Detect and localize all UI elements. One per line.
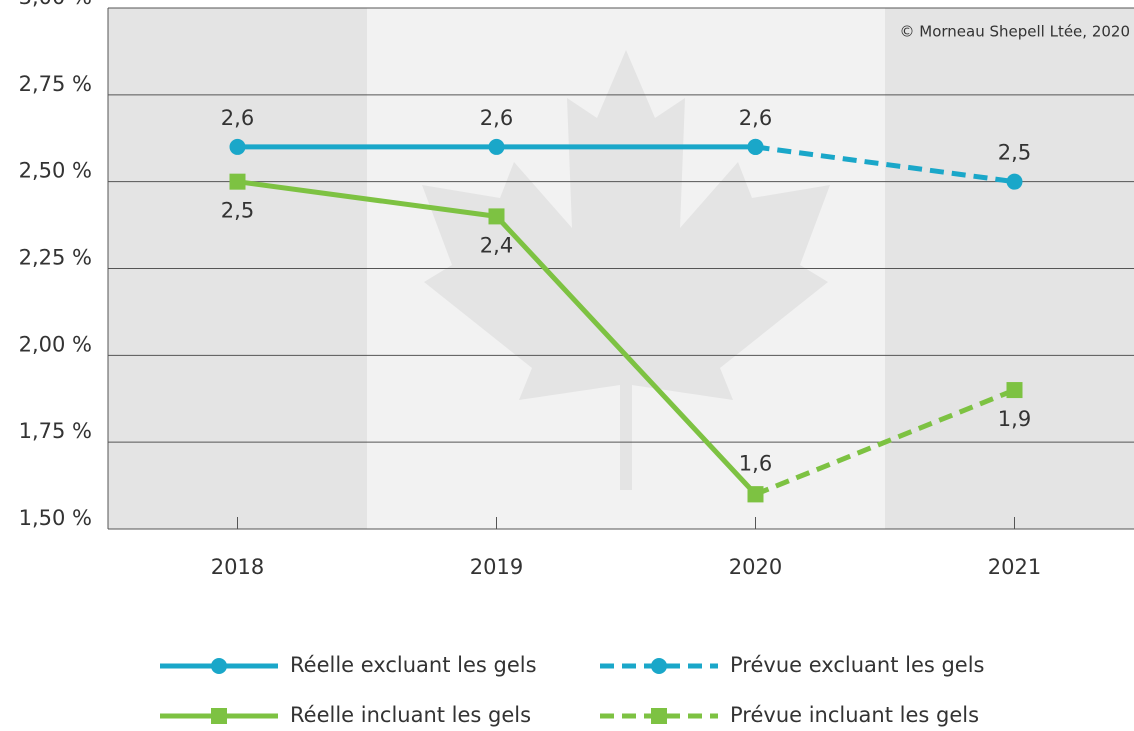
marker bbox=[748, 139, 764, 155]
page: © Morneau Shepell Ltée, 2020 1,50 % 1,75 … bbox=[0, 0, 1134, 731]
data-label: 2,6 bbox=[221, 106, 254, 130]
marker bbox=[230, 139, 246, 155]
copyright: © Morneau Shepell Ltée, 2020 bbox=[899, 23, 1130, 41]
legend-label: Prévue excluant les gels bbox=[730, 653, 985, 677]
marker bbox=[1007, 382, 1023, 398]
y-tick-label: 2,25 % bbox=[19, 246, 92, 270]
x-tick-label: 2020 bbox=[729, 555, 782, 579]
marker bbox=[489, 208, 505, 224]
marker bbox=[489, 139, 505, 155]
data-label: 2,4 bbox=[480, 233, 513, 257]
y-tick-label: 2,00 % bbox=[19, 332, 92, 356]
y-tick-label: 2,75 % bbox=[19, 72, 92, 96]
legend-label: Prévue incluant les gels bbox=[730, 703, 979, 727]
chart: © Morneau Shepell Ltée, 2020 1,50 % 1,75 … bbox=[0, 0, 1134, 731]
y-tick-label: 1,75 % bbox=[19, 419, 92, 443]
marker bbox=[230, 174, 246, 190]
marker bbox=[651, 658, 667, 674]
data-label: 2,6 bbox=[480, 106, 513, 130]
y-tick-label: 2,50 % bbox=[19, 159, 92, 183]
y-tick-label: 3,00 % bbox=[19, 0, 92, 9]
data-label: 2,5 bbox=[221, 199, 254, 223]
marker bbox=[211, 708, 227, 724]
data-label: 2,6 bbox=[739, 106, 772, 130]
data-label: 1,9 bbox=[998, 407, 1031, 431]
x-tick-label: 2021 bbox=[988, 555, 1041, 579]
x-tick-label: 2019 bbox=[470, 555, 523, 579]
marker bbox=[651, 708, 667, 724]
marker bbox=[211, 658, 227, 674]
legend-label: Réelle excluant les gels bbox=[290, 653, 537, 677]
data-label: 2,5 bbox=[998, 141, 1031, 165]
legend-label: Réelle incluant les gels bbox=[290, 703, 531, 727]
marker bbox=[748, 486, 764, 502]
marker bbox=[1007, 174, 1023, 190]
y-tick-label: 1,50 % bbox=[19, 506, 92, 530]
data-label: 1,6 bbox=[739, 451, 772, 475]
x-tick-label: 2018 bbox=[211, 555, 264, 579]
